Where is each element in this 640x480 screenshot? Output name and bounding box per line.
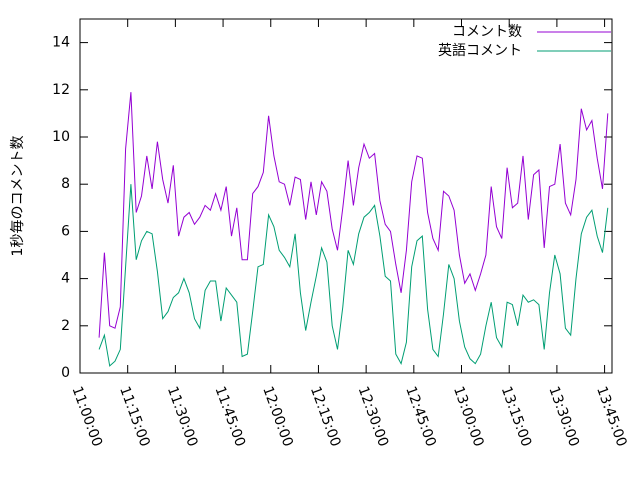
y-tick-label: 6	[61, 223, 70, 239]
y-tick-label: 12	[52, 82, 70, 98]
legend-label: 英語コメント	[438, 42, 522, 59]
y-tick-label: 10	[52, 129, 70, 145]
x-tick-label: 12:30:00	[355, 384, 392, 449]
x-tick-label: 11:30:00	[164, 384, 201, 449]
y-tick-label: 14	[52, 35, 70, 51]
y-tick-label: 0	[61, 365, 70, 381]
x-tick-label: 12:00:00	[259, 384, 296, 449]
plot-frame	[79, 18, 613, 374]
legend-label: コメント数	[452, 24, 522, 40]
x-tick-label: 12:45:00	[402, 384, 439, 449]
x-tick-label: 12:15:00	[307, 384, 344, 449]
series-line	[98, 184, 609, 367]
x-tick-label: 11:45:00	[212, 384, 249, 449]
y-tick-label: 2	[61, 318, 70, 334]
x-tick-label: 13:00:00	[450, 384, 487, 449]
y-tick-label: 8	[61, 176, 70, 192]
x-tick-label: 11:00:00	[68, 384, 105, 449]
series-line	[98, 92, 609, 338]
x-tick-label: 11:15:00	[116, 384, 153, 449]
x-tick-label: 13:15:00	[498, 384, 535, 449]
y-tick-label: 4	[61, 271, 70, 287]
x-tick-label: 13:45:00	[593, 384, 630, 449]
y-axis-label: 1秒毎のコメント数	[10, 136, 26, 257]
x-tick-label: 13:30:00	[545, 384, 582, 449]
